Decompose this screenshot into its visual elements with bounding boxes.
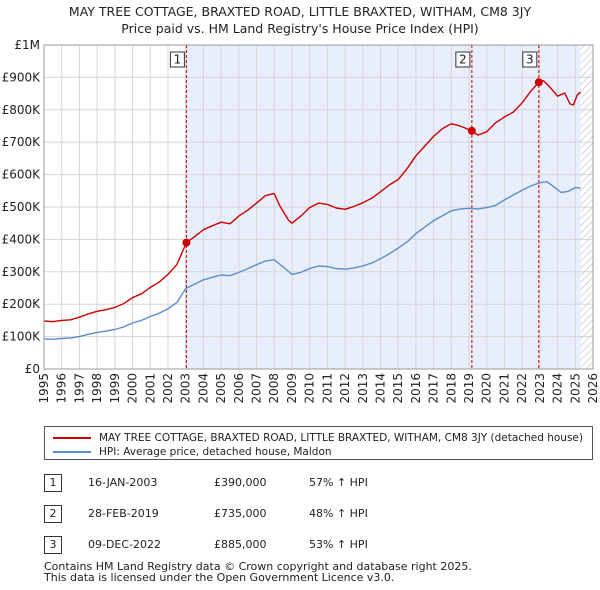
- y-tick-label: £900K: [2, 70, 42, 84]
- sale-point: [534, 78, 543, 87]
- legend-label-hpi: HPI: Average price, detached house, Mald…: [99, 446, 332, 458]
- sale-date: 09-DEC-2022: [88, 538, 162, 551]
- x-tick-label: 2005: [214, 373, 228, 404]
- sale-label-box: [455, 51, 471, 68]
- x-tick-label: 2023: [533, 373, 547, 404]
- x-tick-label: 2025: [568, 373, 582, 404]
- x-tick-label: 2015: [391, 373, 405, 404]
- series-line-hpi: [43, 180, 581, 340]
- x-tick-label: 2026: [586, 373, 600, 404]
- sale-number-badge: 3: [44, 536, 62, 554]
- y-tick-label: £100K: [2, 330, 42, 344]
- x-tick-label: 2013: [356, 373, 370, 404]
- sale-price: £735,000: [214, 507, 267, 520]
- footer-licence: This data is licensed under the Open Gov…: [44, 571, 395, 584]
- x-tick-label: 2002: [161, 373, 175, 404]
- legend-item-hpi: HPI: Average price, detached house, Mald…: [53, 446, 332, 458]
- x-tick-label: 2021: [497, 373, 511, 404]
- x-tick-label: 2000: [126, 373, 140, 404]
- sale-label-number: 3: [526, 53, 534, 67]
- chart-title-block: MAY TREE COTTAGE, BRAXTED ROAD, LITTLE B…: [0, 3, 600, 37]
- plot-frame: [43, 44, 594, 370]
- x-tick-label: 1998: [90, 373, 104, 404]
- sales-table-row: 1 16-JAN-2003 £390,000 57% ↑ HPI: [44, 474, 564, 494]
- sale-hpi-change: 53% ↑ HPI: [309, 538, 368, 551]
- y-tick-label: £500K: [2, 200, 42, 214]
- y-tick-label: £1M: [14, 38, 40, 52]
- x-tick-label: 2001: [143, 373, 157, 404]
- sales-table-row: 3 09-DEC-2022 £885,000 53% ↑ HPI: [44, 536, 564, 556]
- sale-label-box: [522, 51, 538, 68]
- sale-label-number: 1: [174, 53, 182, 67]
- x-tick-label: 2006: [232, 373, 246, 404]
- x-tick-label: 2018: [444, 373, 458, 404]
- x-tick-label: 1995: [37, 373, 51, 404]
- y-tick-label: £600K: [2, 168, 42, 182]
- x-tick-label: 2022: [515, 373, 529, 404]
- footer-copyright: Contains HM Land Registry data © Crown c…: [44, 560, 472, 573]
- y-tick-label: £800K: [2, 103, 42, 117]
- sale-price: £390,000: [214, 476, 267, 489]
- chart-title: MAY TREE COTTAGE, BRAXTED ROAD, LITTLE B…: [68, 4, 532, 19]
- y-tick-label: £700K: [2, 135, 42, 149]
- legend-item-property: MAY TREE COTTAGE, BRAXTED ROAD, LITTLE B…: [53, 432, 583, 444]
- sale-label-number: 2: [459, 53, 467, 67]
- x-tick-label: 2024: [551, 373, 565, 404]
- sale-date: 28-FEB-2019: [88, 507, 159, 520]
- sale-point: [182, 238, 191, 247]
- x-tick-label: 2008: [267, 373, 281, 404]
- sale-number-badge: 2: [44, 505, 62, 523]
- x-tick-label: 1996: [55, 373, 69, 404]
- legend-label-property: MAY TREE COTTAGE, BRAXTED ROAD, LITTLE B…: [99, 432, 583, 444]
- x-tick-label: 2019: [462, 373, 476, 404]
- x-tick-label: 2009: [285, 373, 299, 404]
- x-tick-label: 2011: [320, 373, 334, 404]
- x-tick-label: 1999: [108, 373, 122, 404]
- legend-swatch-hpi: [53, 451, 91, 453]
- price-chart: 1 2 3 £0 £100K £200K £300K £400K £500K £600K £700K…: [2, 38, 600, 404]
- legend-swatch-property: [53, 437, 91, 439]
- x-tick-label: 2004: [196, 373, 210, 404]
- sale-label-box: [169, 51, 185, 68]
- sales-table-row: 2 28-FEB-2019 £735,000 48% ↑ HPI: [44, 505, 564, 525]
- sale-date: 16-JAN-2003: [88, 476, 158, 489]
- x-tick-label: 2014: [373, 373, 387, 404]
- y-tick-label: £300K: [2, 265, 42, 279]
- y-tick-label: £0: [25, 362, 40, 376]
- x-tick-label: 2012: [338, 373, 352, 404]
- x-tick-label: 2017: [427, 373, 441, 404]
- sale-price: £885,000: [214, 538, 267, 551]
- series-line-property: [43, 79, 582, 323]
- sale-point: [467, 126, 476, 135]
- x-tick-label: 2007: [250, 373, 264, 404]
- x-tick-label: 1997: [72, 373, 86, 404]
- x-tick-label: 2016: [409, 373, 423, 404]
- x-tick-label: 2003: [179, 373, 193, 404]
- y-tick-label: £200K: [2, 297, 42, 311]
- chart-legend: MAY TREE COTTAGE, BRAXTED ROAD, LITTLE B…: [44, 426, 593, 460]
- sale-hpi-change: 48% ↑ HPI: [309, 507, 368, 520]
- footer-attribution: Contains HM Land Registry data © Crown c…: [44, 561, 472, 583]
- sale-hpi-change: 57% ↑ HPI: [309, 476, 368, 489]
- x-tick-label: 2020: [480, 373, 494, 404]
- sale-number-badge: 1: [44, 474, 62, 492]
- y-tick-label: £400K: [2, 232, 42, 246]
- x-tick-label: 2010: [303, 373, 317, 404]
- chart-subtitle: Price paid vs. HM Land Registry's House …: [121, 21, 479, 36]
